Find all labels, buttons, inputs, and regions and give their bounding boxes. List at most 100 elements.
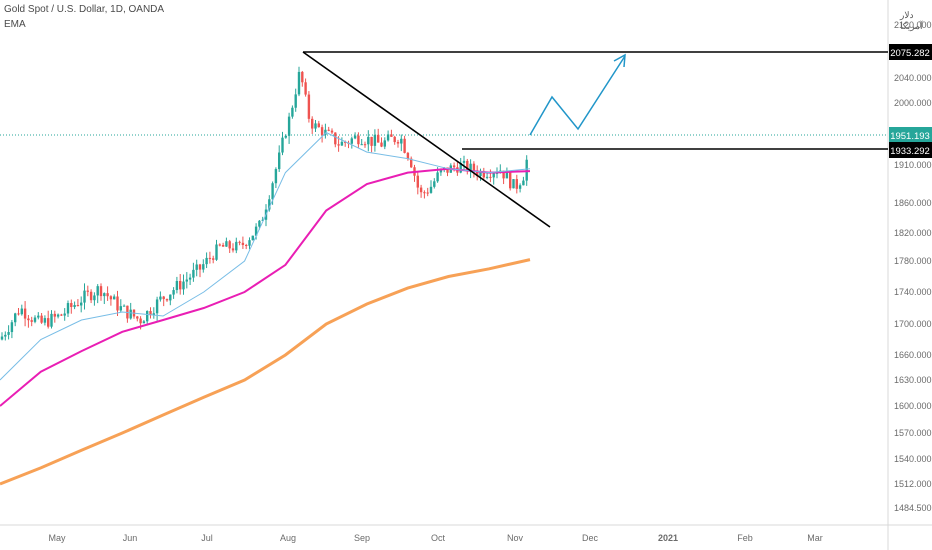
candle-body — [393, 136, 396, 143]
candle-body — [251, 235, 254, 241]
candle-body — [192, 269, 195, 278]
price-tick-label: 1860.000 — [894, 198, 932, 208]
candle-body — [525, 159, 528, 181]
candle-body — [241, 242, 245, 245]
candle-body — [40, 315, 43, 323]
candle-body — [47, 318, 50, 327]
candle-body — [109, 296, 113, 300]
candle-body — [436, 172, 439, 182]
candle-body — [30, 320, 33, 322]
candle-body — [515, 179, 518, 189]
candle-body — [169, 294, 172, 301]
candle-body — [76, 305, 80, 307]
price-badge-1933-text: 1933.292 — [890, 146, 930, 157]
candle-body — [136, 316, 139, 319]
candle-body — [433, 181, 436, 187]
candle-body — [205, 257, 208, 265]
candle-body — [360, 144, 363, 146]
candle-body — [215, 244, 218, 260]
candle-body — [33, 317, 37, 322]
candle-body — [175, 280, 179, 291]
candle-body — [245, 244, 248, 246]
price-tick-label: 1740.000 — [894, 287, 932, 297]
candle-body — [106, 293, 109, 297]
time-tick-label: Jul — [201, 533, 213, 543]
candle-body — [284, 135, 287, 138]
candle-body — [122, 305, 126, 307]
candle-body — [86, 290, 89, 292]
candle-body — [142, 321, 146, 324]
candle-body — [390, 134, 393, 137]
candle-body — [119, 306, 122, 311]
candle-body — [80, 302, 83, 306]
candle-body — [291, 107, 294, 117]
candle-body — [103, 293, 106, 297]
candle-body — [377, 134, 380, 143]
candle-body — [327, 129, 330, 131]
candle-body — [258, 220, 261, 227]
price-tick-label: 2040.000 — [894, 73, 932, 83]
projection-path — [529, 55, 626, 136]
price-tick-label: 1630.000 — [894, 375, 932, 385]
candle-body — [518, 185, 522, 189]
candle-body — [426, 192, 429, 194]
candle-body — [287, 116, 291, 136]
candle-body — [373, 134, 377, 146]
candle-body — [410, 158, 413, 168]
candle-body — [317, 123, 320, 128]
candle-body — [505, 172, 509, 179]
price-tick-label: 1700.000 — [894, 319, 932, 329]
candle-body — [416, 175, 419, 188]
price-badge-2075: 2075.282 — [889, 44, 932, 60]
candle-body — [512, 179, 515, 189]
candle-body — [202, 264, 205, 270]
candle-body — [231, 248, 235, 251]
candle-body — [198, 264, 202, 270]
candle-body — [116, 296, 119, 311]
candle-body — [469, 163, 472, 172]
currency-label: دلار آمریکا — [900, 10, 923, 31]
candle-body — [281, 137, 284, 153]
candle-body — [479, 171, 482, 177]
time-tick-label: Aug — [280, 533, 296, 543]
candle-body — [93, 295, 96, 301]
candle-body — [278, 152, 281, 170]
candle-body — [452, 165, 456, 168]
candle-body — [370, 136, 373, 146]
candle-body — [37, 315, 40, 318]
candle-body — [7, 332, 10, 335]
price-badge-1933: 1933.292 — [889, 142, 932, 158]
candle-body — [139, 318, 142, 324]
candle-body — [218, 244, 221, 246]
price-tick-label: 1660.000 — [894, 350, 932, 360]
candle-body — [301, 71, 304, 83]
candle-body — [294, 94, 297, 108]
ema-long-line — [0, 258, 531, 486]
candle-body — [43, 318, 47, 323]
candle-body — [165, 299, 169, 301]
price-tick-label: 1570.000 — [894, 428, 932, 438]
candle-body — [4, 334, 7, 337]
ema-lines — [0, 131, 531, 486]
candle-body — [344, 141, 347, 143]
candle-body — [221, 244, 225, 247]
candle-body — [367, 136, 370, 145]
candle-body — [439, 169, 443, 173]
indicator-label: EMA — [4, 19, 26, 30]
candle-body — [311, 118, 314, 129]
candle-body — [113, 296, 116, 300]
candle-body — [129, 309, 132, 319]
candle-body — [212, 258, 215, 260]
time-tick-label: May — [48, 533, 66, 543]
candle-body — [63, 313, 66, 316]
price-tick-label: 1484.500 — [894, 503, 932, 513]
candle-body — [380, 142, 383, 147]
candle-body — [307, 94, 311, 119]
price-tick-label: 1600.000 — [894, 401, 932, 411]
candle-body — [337, 144, 340, 146]
candle-body — [482, 171, 485, 178]
candle-body — [485, 176, 489, 178]
time-tick-label: Feb — [737, 533, 753, 543]
